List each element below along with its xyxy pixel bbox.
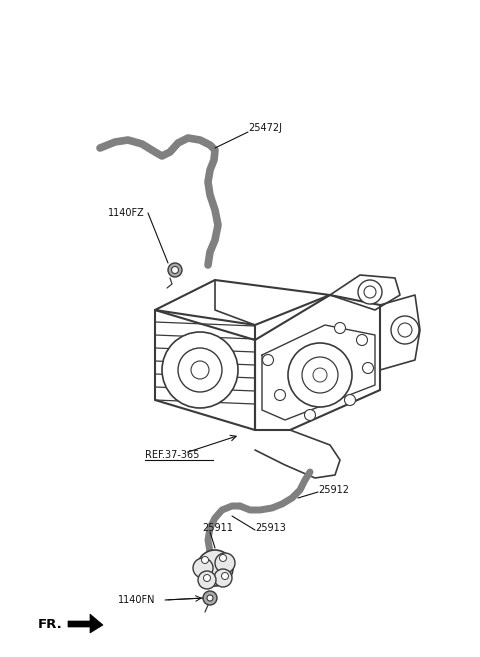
Circle shape (275, 390, 286, 401)
Circle shape (398, 323, 412, 337)
Circle shape (219, 555, 227, 562)
Circle shape (364, 286, 376, 298)
Circle shape (357, 334, 368, 346)
Circle shape (197, 550, 233, 586)
Circle shape (178, 348, 222, 392)
Circle shape (345, 394, 356, 405)
Circle shape (358, 280, 382, 304)
Circle shape (198, 571, 216, 589)
Circle shape (202, 556, 208, 564)
Text: REF.37-365: REF.37-365 (145, 450, 199, 460)
Circle shape (171, 267, 179, 273)
Polygon shape (68, 614, 103, 633)
Circle shape (302, 357, 338, 393)
Circle shape (362, 363, 373, 373)
Text: 25911: 25911 (202, 523, 233, 533)
Text: 1140FN: 1140FN (118, 595, 156, 605)
Circle shape (304, 409, 315, 420)
Circle shape (335, 323, 346, 334)
Circle shape (288, 343, 352, 407)
Circle shape (313, 368, 327, 382)
Circle shape (191, 361, 209, 379)
Circle shape (214, 569, 232, 587)
Circle shape (203, 591, 217, 605)
Circle shape (204, 574, 211, 581)
Circle shape (168, 263, 182, 277)
Circle shape (221, 572, 228, 579)
Circle shape (162, 332, 238, 408)
Text: 1140FZ: 1140FZ (108, 208, 145, 218)
Text: 25912: 25912 (318, 485, 349, 495)
Circle shape (193, 558, 213, 578)
Circle shape (207, 595, 213, 601)
Circle shape (391, 316, 419, 344)
Text: 25913: 25913 (255, 523, 286, 533)
Text: FR.: FR. (38, 618, 63, 631)
Text: 25472J: 25472J (248, 123, 282, 133)
Circle shape (263, 355, 274, 365)
Circle shape (215, 553, 235, 573)
